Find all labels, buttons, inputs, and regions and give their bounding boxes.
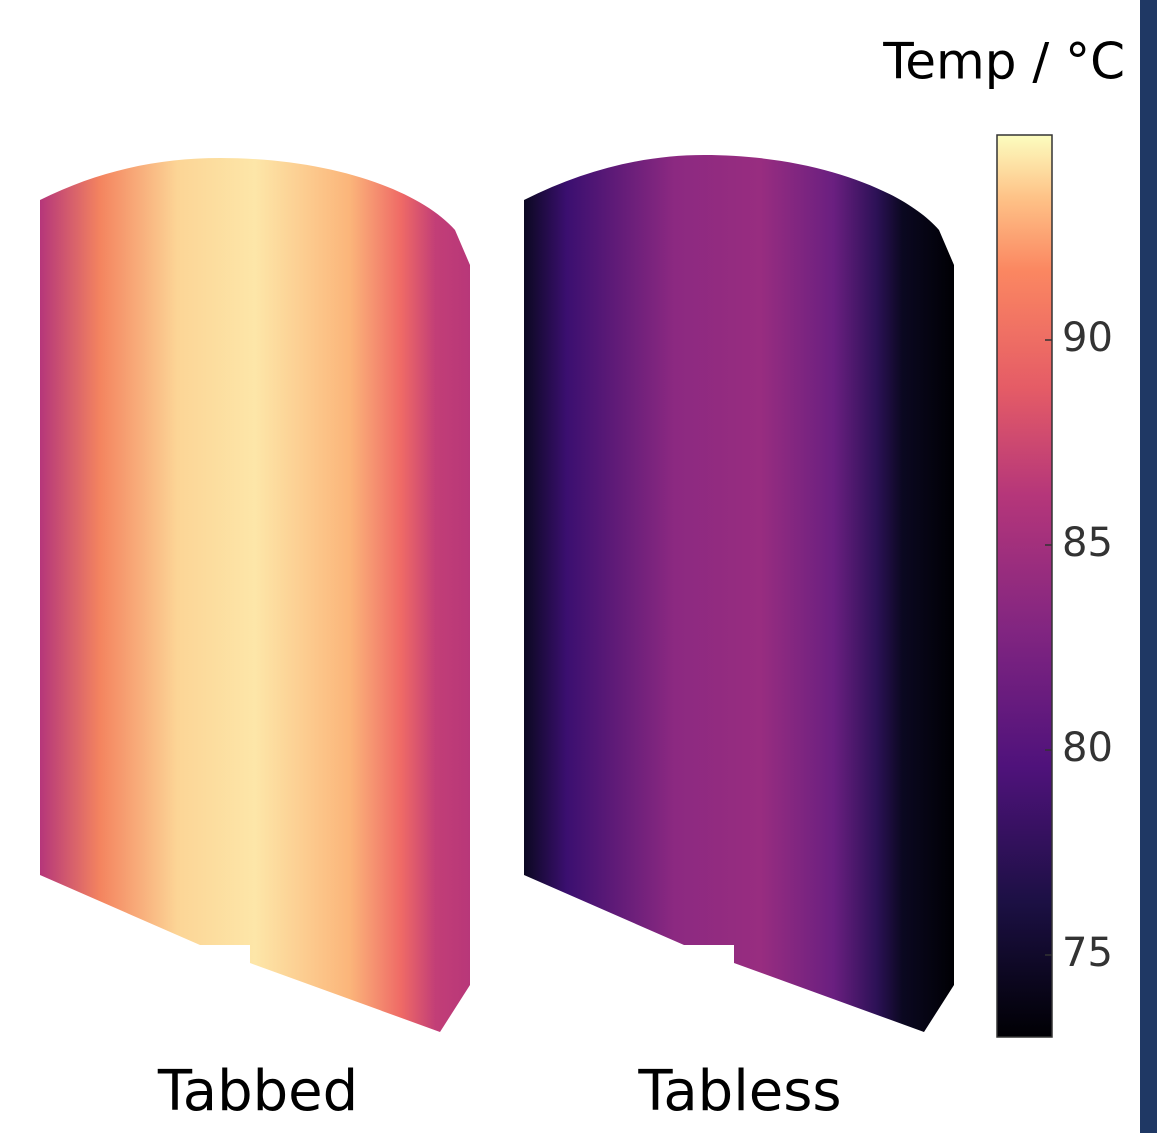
panel-label: Tabless — [637, 1059, 841, 1124]
tick-label: 85 — [1062, 520, 1113, 566]
tick-label: 90 — [1062, 315, 1113, 361]
colorbar — [997, 135, 1052, 1037]
tick-label: 80 — [1062, 725, 1113, 771]
tick-label: 75 — [1062, 930, 1113, 976]
tabless-cell — [524, 155, 954, 1032]
side-border — [1140, 0, 1157, 1133]
colorbar-label: Temp / °C — [882, 33, 1125, 91]
tabbed-cell — [40, 158, 470, 1032]
panel-label: Tabbed — [157, 1059, 358, 1124]
figure: Tabbed Tabless Temp / °C 75 80 85 90 — [0, 0, 1157, 1133]
